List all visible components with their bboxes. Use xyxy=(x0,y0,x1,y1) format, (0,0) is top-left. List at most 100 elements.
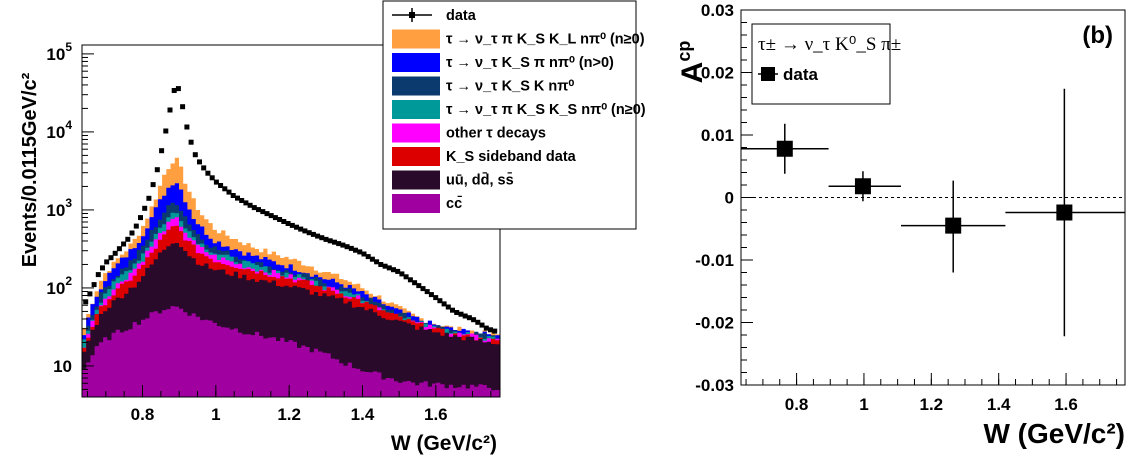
data-point xyxy=(416,283,422,289)
data-point xyxy=(260,209,266,215)
data-point xyxy=(133,223,139,229)
data-point xyxy=(306,230,312,236)
data-point xyxy=(336,241,342,247)
data-point xyxy=(424,289,430,295)
x-tick-label: 1.6 xyxy=(1054,395,1078,414)
data-point xyxy=(901,180,1006,273)
legend-swatch xyxy=(392,194,440,213)
legend-entry: cc̄ xyxy=(392,194,463,213)
data-point xyxy=(403,274,409,280)
data-point xyxy=(129,230,135,236)
legend-label: other τ decays xyxy=(446,126,546,142)
data-point xyxy=(251,205,257,211)
data-point xyxy=(108,255,114,261)
data-point xyxy=(226,189,232,195)
data-point xyxy=(361,251,367,257)
data-point xyxy=(353,247,358,253)
data-point xyxy=(209,175,215,181)
data-point xyxy=(184,124,190,130)
data-point xyxy=(163,128,169,134)
data-point xyxy=(116,246,122,252)
data-point xyxy=(95,272,101,278)
legend-marker xyxy=(409,12,415,18)
point-marker xyxy=(1056,204,1073,221)
data-point xyxy=(277,217,283,222)
y-tick-label: 103 xyxy=(46,196,72,220)
data-point xyxy=(87,291,93,297)
data-point xyxy=(192,152,198,158)
right-legend-marker xyxy=(761,67,775,81)
x-tick-label: 1.4 xyxy=(987,395,1011,414)
left-stacked-areas xyxy=(82,157,500,397)
right-y-axis: 0.03 0.02 0.01 0 -0.01 -0.02 -0.03 xyxy=(695,1,753,395)
data-point xyxy=(112,250,118,256)
data-point xyxy=(1005,88,1125,337)
data-point xyxy=(91,282,97,288)
x-tick-label: 0.8 xyxy=(131,405,155,424)
data-point xyxy=(319,235,325,241)
right-data-points xyxy=(741,88,1125,337)
data-point xyxy=(462,313,468,319)
data-point xyxy=(175,86,181,92)
legend-label: K_S sideband data xyxy=(446,149,577,165)
area-7 xyxy=(82,306,500,397)
point-marker xyxy=(854,178,871,195)
data-point xyxy=(395,268,401,274)
legend-swatch xyxy=(392,29,440,49)
x-tick-label: 0.8 xyxy=(785,395,809,414)
data-point xyxy=(479,322,485,328)
data-point xyxy=(315,233,321,239)
y-tick-label: -0.03 xyxy=(695,376,734,395)
y-tick-label: 104 xyxy=(46,118,72,142)
data-point xyxy=(201,165,207,171)
data-point xyxy=(340,242,346,248)
data-point xyxy=(121,241,127,247)
legend-label: τ → ν_τ π K_S K_S nπ⁰ (n≥0) xyxy=(446,102,646,118)
x-tick-label: 1.2 xyxy=(919,395,943,414)
data-point xyxy=(188,139,194,145)
data-point xyxy=(828,171,901,202)
left-x-axis: 0.8 1 1.2 1.4 1.6 xyxy=(87,385,492,424)
x-tick-label: 1.4 xyxy=(351,405,375,424)
data-point xyxy=(437,298,443,304)
legend-swatch xyxy=(392,170,440,190)
data-point xyxy=(243,200,249,206)
right-x-axis: 0.8 1 1.2 1.4 1.6 xyxy=(745,373,1118,414)
point-marker xyxy=(776,140,793,157)
right-panel: 0.8 1 1.2 1.4 1.6 0.03 0.02 0.01 0 -0.01 -0.02 -0.… xyxy=(674,1,1126,449)
data-point xyxy=(104,259,110,265)
data-point xyxy=(471,317,477,323)
legend-label: τ → ν_τ K_S K nπ⁰ xyxy=(446,79,574,95)
data-point xyxy=(445,304,451,310)
data-point xyxy=(428,292,434,298)
x-tick-label: 1 xyxy=(859,395,868,414)
data-point xyxy=(441,301,447,307)
legend-swatch xyxy=(392,100,440,119)
data-point xyxy=(205,170,211,176)
data-point xyxy=(256,207,261,213)
legend-entry: τ → ν_τ π K_S K_S nπ⁰ (n≥0) xyxy=(392,100,646,119)
right-legend-box xyxy=(751,23,891,105)
data-point xyxy=(285,221,291,226)
left-x-axis-title: W (GeV/c²) xyxy=(391,432,497,455)
y-tick-label: 0.02 xyxy=(701,64,734,83)
data-point xyxy=(150,182,156,188)
y-tick-label: -0.02 xyxy=(695,314,734,333)
data-point xyxy=(483,325,489,331)
data-point xyxy=(272,215,278,221)
data-point xyxy=(332,239,337,245)
data-point xyxy=(369,256,375,262)
y-tick-label: 0 xyxy=(725,189,734,208)
data-point xyxy=(247,202,253,208)
legend-swatch xyxy=(392,123,440,143)
legend-entry: other τ decays xyxy=(392,123,546,143)
legend-label: cc̄ xyxy=(446,194,463,212)
data-point xyxy=(235,195,240,201)
legend-swatch xyxy=(392,76,440,96)
data-point xyxy=(407,277,413,283)
data-point xyxy=(492,328,498,334)
legend-swatch xyxy=(392,147,440,166)
data-point xyxy=(741,123,829,174)
